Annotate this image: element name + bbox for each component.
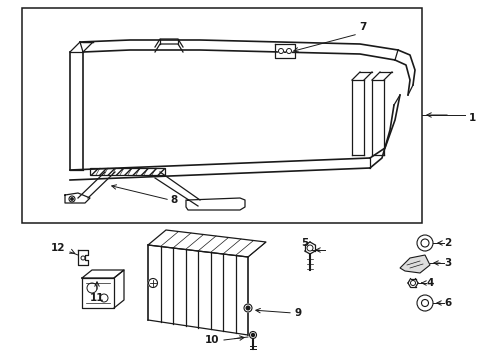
Circle shape xyxy=(251,333,254,337)
Text: 4: 4 xyxy=(426,278,434,288)
Circle shape xyxy=(417,295,433,311)
Text: 7: 7 xyxy=(359,22,367,32)
Bar xyxy=(22,8,422,223)
Polygon shape xyxy=(90,168,165,175)
Circle shape xyxy=(148,279,157,288)
Circle shape xyxy=(278,49,284,54)
Circle shape xyxy=(244,304,252,312)
Circle shape xyxy=(287,49,292,54)
Text: 10: 10 xyxy=(205,335,219,345)
Polygon shape xyxy=(400,255,430,273)
Circle shape xyxy=(71,198,73,200)
Circle shape xyxy=(249,332,256,338)
Text: 9: 9 xyxy=(294,308,301,318)
Text: 8: 8 xyxy=(171,195,178,205)
Circle shape xyxy=(307,245,313,251)
Text: 3: 3 xyxy=(444,258,452,268)
Circle shape xyxy=(421,300,428,306)
Text: 2: 2 xyxy=(444,238,452,248)
Text: 5: 5 xyxy=(301,238,309,248)
Circle shape xyxy=(246,306,250,310)
Text: 11: 11 xyxy=(90,293,104,303)
Text: 1: 1 xyxy=(468,113,476,123)
Text: 12: 12 xyxy=(51,243,65,253)
Text: 6: 6 xyxy=(444,298,452,308)
Circle shape xyxy=(417,235,433,251)
Polygon shape xyxy=(148,230,266,257)
Circle shape xyxy=(421,239,429,247)
